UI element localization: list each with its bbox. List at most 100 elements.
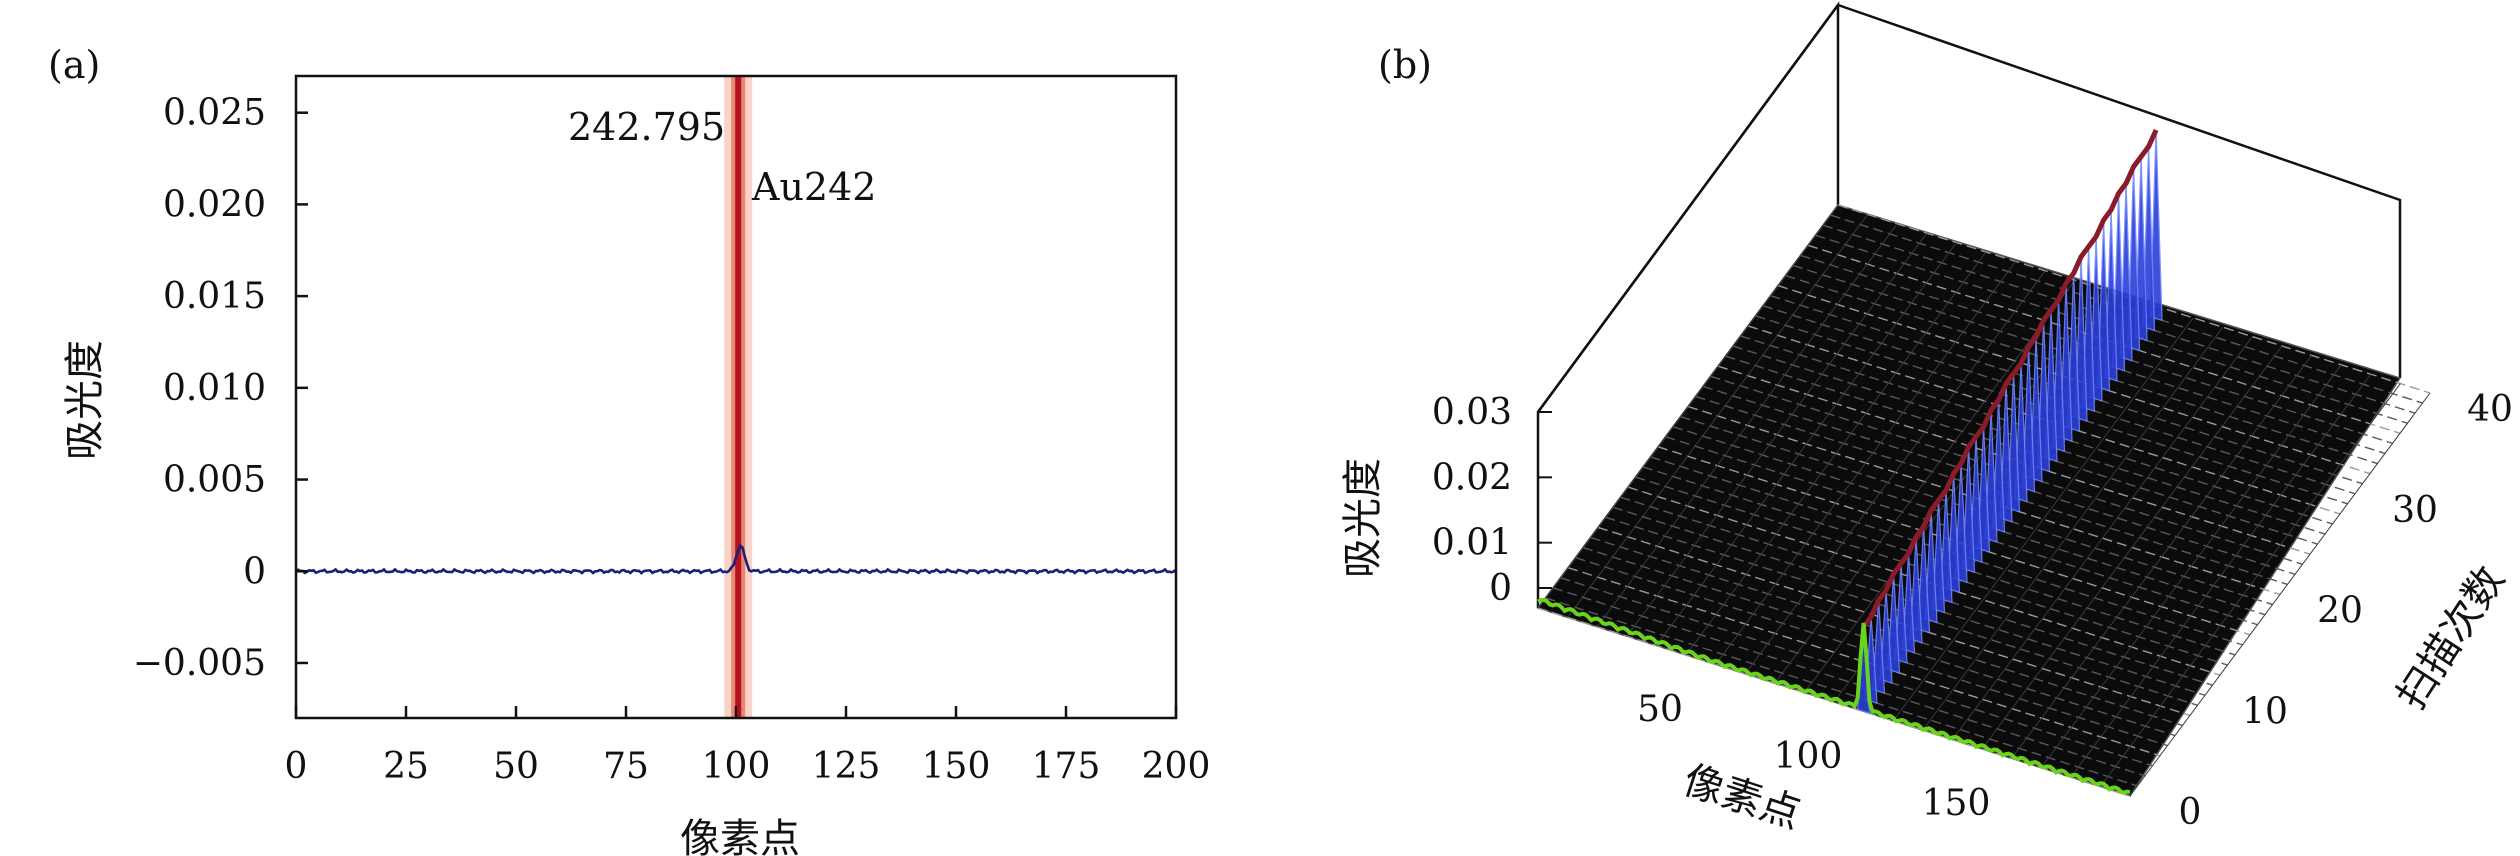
y-tick-label: 10 [2242,691,2288,732]
mesh-line [2040,364,2342,769]
panel-a: (a) 0 25 50 75 100 125 150 175 200 0.0250.0200.0… [48,43,1210,856]
box-back-top-edge [1837,3,2402,378]
panel-b-label: (b) [1378,43,1432,87]
mesh-line [1596,223,1898,628]
mesh-line [1777,284,2371,475]
mesh-line [1626,232,1928,637]
panel-a-y-axis-label: 吸光度 [62,340,108,460]
mesh-line [1567,214,1869,618]
y-tick-label: 40 [2467,389,2513,430]
peak-spike [1924,510,1938,624]
mesh-line [1800,254,2393,445]
mesh-line [1837,204,2431,394]
peak-spike [1984,410,1998,543]
mesh-line [2099,383,2401,787]
z-tick-label: 0.02 [1432,457,1512,498]
panel-b-y-axis-label: 扫描次数 [2388,558,2514,717]
panel-a-marker [724,76,753,718]
z-tick-label: 0.01 [1432,523,1512,564]
mesh-line [1655,242,1957,646]
panel-b-z-ticks: 00.01 0.02 0.03 [1432,392,1552,609]
peak-spike [1954,463,1968,584]
x-tick-label: 150 [1922,783,1991,824]
y-tick-label: 0.020 [163,184,266,225]
mesh-line [1747,325,2341,515]
y-tick-label: 0 [243,551,266,592]
x-tick-label: 50 [493,746,539,787]
mesh-line [2129,392,2431,797]
mesh-line [1744,270,2046,675]
panel-a-x-axis-label: 像素点 [680,816,800,856]
mesh-line [1552,587,2146,777]
mesh-line [1792,264,2386,455]
x-tick-label: 50 [1637,689,1683,730]
mesh-line [1695,395,2288,586]
panel-b-x-ticks: 50 100 150 [1637,689,1990,824]
y-tick-label: 0.010 [163,368,266,409]
mesh-line [1785,274,2378,465]
wavelength-annotation: 242.795 [568,105,725,149]
y-tick-label: 0.015 [163,276,266,317]
x-tick-label: 100 [1774,736,1843,777]
mesh-line [1560,577,2153,767]
mesh-line [1575,556,2168,747]
mesh-line [1922,326,2224,731]
mesh-line [1951,336,2253,740]
mesh-line [1715,261,2017,665]
peak-spike [1939,490,1953,604]
x-tick-label: 150 [922,746,991,787]
y-tick-label: 30 [2392,490,2438,531]
mesh-line [1822,224,2416,414]
peak-spike [1879,590,1893,684]
mesh-line [1680,415,2273,606]
mesh-line [1740,335,2333,525]
mesh-line [1807,244,2401,434]
mesh-line [1702,385,2296,576]
peak-spike [1887,573,1901,674]
mesh-line [1774,279,2076,684]
x-tick-label: 100 [702,746,771,787]
mesh-line [1710,375,2303,565]
z-tick-label: 0 [1489,568,1512,609]
mesh-line [1685,251,1987,656]
y-tick-label: 0 [2179,792,2202,833]
mesh-line [1590,536,2183,727]
mesh-line [1815,234,2408,424]
peak-spike [1962,446,1976,574]
y-tick-label: 0.005 [163,460,266,501]
mesh-line [1830,214,2423,404]
mesh-line [1545,597,2138,787]
box-top-left-edge [1536,4,1840,413]
panel-a-x-ticks: 0 25 50 75 100 125 150 175 200 [285,706,1210,787]
peak-spike [1917,526,1931,634]
peak-ridge-line [1861,128,2159,629]
mesh-line [2070,373,2372,778]
peak-spike [1872,600,1886,694]
peak-spike [1894,563,1908,664]
x-tick-label: 25 [383,746,429,787]
peak-spike [1947,473,1961,594]
mesh-line [1672,425,2266,616]
mesh-line [1537,204,1839,609]
mesh-line [1717,365,2311,555]
peak-spike [1909,536,1923,644]
mesh-line [1612,506,2206,696]
x-tick-label: 75 [603,746,649,787]
mesh-line [1892,317,2194,722]
y-tick-label: 20 [2317,591,2363,632]
mesh-line [1567,567,2161,757]
absorbance-curve [295,543,1177,575]
panel-a-y-ticks: 0.025 0.020 0.015 0.010 0.005 0 −0.005 [133,93,308,684]
first-scan-trace [1537,597,2131,795]
mesh-line [1582,546,2176,737]
panel-b-y-ticks: 0 10 20 30 40 [2179,389,2513,833]
mesh-line [1665,436,2258,626]
mesh-line [1635,476,2228,666]
mesh-line [1650,456,2243,646]
mesh-line [1627,486,2221,676]
panel-b-box [1536,1,2402,608]
mesh-line [1762,305,2356,495]
mesh-line [2011,355,2313,759]
